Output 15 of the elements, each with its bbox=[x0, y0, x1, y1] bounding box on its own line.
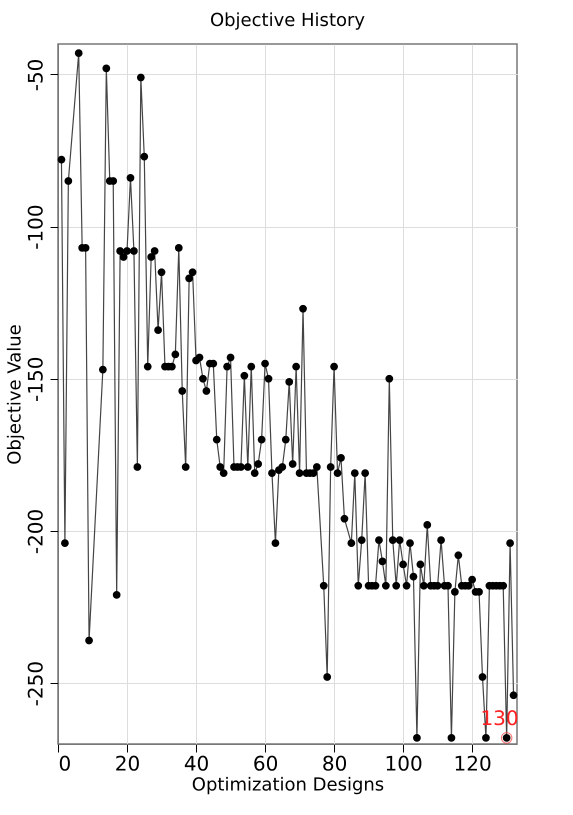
x-tick-label: 80 bbox=[322, 752, 348, 776]
y-axis-title: Objective Value bbox=[4, 324, 26, 465]
x-tick-label: 60 bbox=[252, 752, 278, 776]
x-tick-label: 40 bbox=[184, 752, 210, 776]
x-tick-label: 120 bbox=[454, 752, 492, 776]
x-axis-title: Optimization Designs bbox=[192, 774, 384, 796]
y-tick-label: -50 bbox=[24, 58, 48, 92]
x-tick-label: 100 bbox=[384, 752, 423, 776]
x-tick-label: 20 bbox=[114, 752, 140, 776]
y-tick-label: -250 bbox=[24, 660, 48, 706]
chart-title: Objective History bbox=[210, 10, 366, 31]
y-tick-label: -150 bbox=[24, 356, 48, 402]
y-tick-label: -100 bbox=[24, 204, 48, 250]
y-tick-label: -200 bbox=[24, 508, 48, 554]
x-tick-label: 0 bbox=[58, 752, 72, 776]
